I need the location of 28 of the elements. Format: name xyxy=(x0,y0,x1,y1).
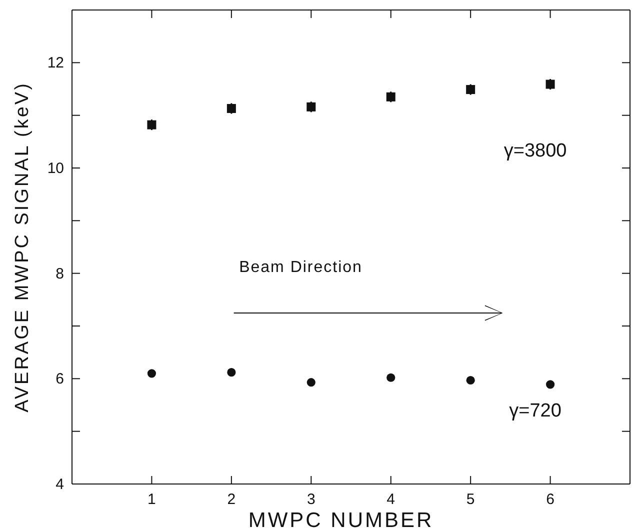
y-tick-label: 6 xyxy=(56,370,64,388)
point xyxy=(147,369,156,378)
x-tick-label: 1 xyxy=(148,491,156,508)
point xyxy=(227,368,236,377)
y-tick-label: 10 xyxy=(47,160,64,177)
y-tick-label: 4 xyxy=(56,476,64,493)
point xyxy=(147,120,156,130)
x-tick-label: 4 xyxy=(386,491,396,508)
point xyxy=(386,373,396,382)
point xyxy=(466,376,475,385)
point xyxy=(306,102,316,112)
point xyxy=(306,378,316,387)
x-axis-title: MWPC NUMBER xyxy=(248,509,434,531)
y-tick-label: 8 xyxy=(56,265,64,282)
series-label: γ=720 xyxy=(509,400,562,422)
point xyxy=(226,104,236,113)
x-tick-label: 5 xyxy=(466,491,475,508)
x-tick-label: 2 xyxy=(227,491,236,508)
point xyxy=(386,92,396,102)
x-tick-label: 6 xyxy=(546,491,554,508)
y-tick-label: 12 xyxy=(47,54,64,72)
text: γ=3800 xyxy=(504,140,567,162)
point xyxy=(466,85,476,94)
annotation: Beam Direction xyxy=(239,259,362,276)
point xyxy=(546,80,555,89)
y-axis-title: AVERAGE MWPC SIGNAL (keV) xyxy=(12,82,33,412)
x-tick-label: 3 xyxy=(306,491,316,508)
point xyxy=(546,380,555,389)
